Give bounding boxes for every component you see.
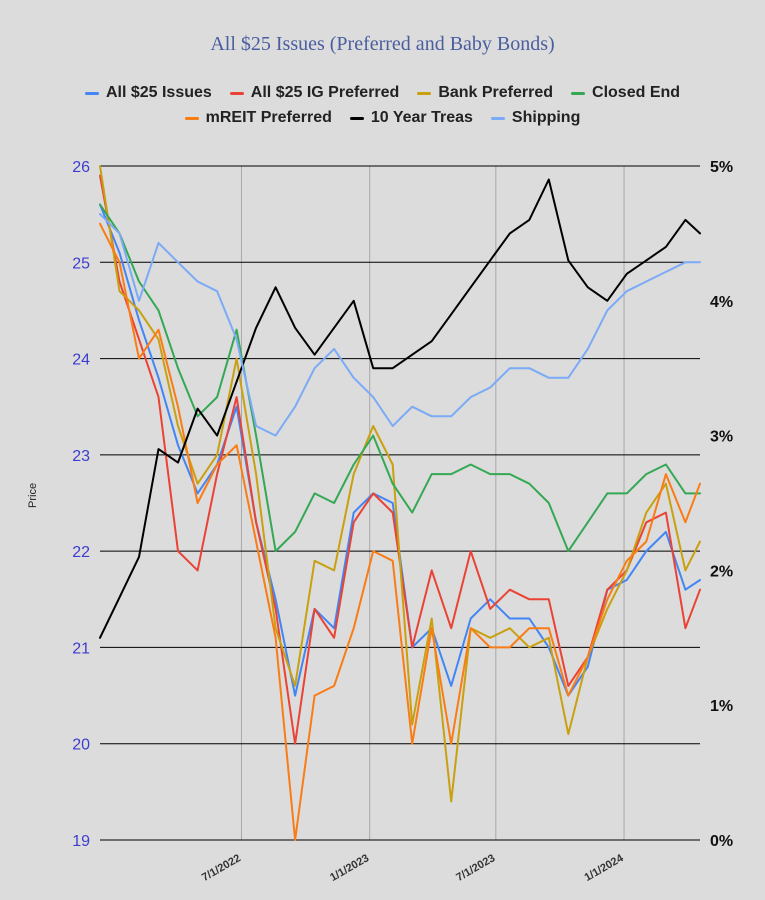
y-tick-label: 25 — [72, 255, 90, 272]
y2-tick-label: 3% — [710, 429, 733, 446]
legend-item: Closed End — [571, 84, 680, 102]
legend-item: All $25 Issues — [84, 84, 212, 102]
legend-label: Closed End — [592, 84, 681, 101]
legend-label: All $25 Issues — [105, 84, 212, 101]
y2-tick-label: 0% — [710, 833, 733, 850]
y-tick-label: 24 — [72, 352, 90, 369]
legend-row-2: mREIT Preferred 10 Year Treas Shipping — [0, 109, 765, 127]
legend-label: Shipping — [511, 109, 581, 126]
legend-item: Bank Preferred — [417, 84, 553, 102]
legend-swatch — [184, 116, 199, 120]
legend-item: 10 Year Treas — [349, 109, 473, 127]
y2-tick-label: 4% — [710, 294, 733, 311]
x-tick-label: 1/1/2024 — [582, 852, 626, 884]
legend-row-1: All $25 Issues All $25 IG Preferred Bank… — [0, 84, 765, 102]
legend-item: mREIT Preferred — [184, 109, 332, 127]
series-line — [99, 174, 701, 745]
y-tick-label: 19 — [72, 833, 90, 850]
y-tick-label: 22 — [72, 544, 90, 561]
y2-tick-label: 5% — [710, 159, 733, 176]
series-line — [99, 178, 701, 639]
legend-item: All $25 IG Preferred — [229, 84, 400, 102]
legend-swatch — [490, 116, 505, 120]
series-line — [99, 165, 701, 803]
legend-label: 10 Year Treas — [370, 109, 473, 126]
legend-label: mREIT Preferred — [205, 109, 332, 126]
y-tick-label: 21 — [72, 640, 90, 657]
series-line — [99, 222, 701, 841]
y-tick-label: 26 — [72, 159, 90, 176]
series-line — [99, 213, 701, 437]
x-tick-label: 7/1/2022 — [200, 852, 243, 884]
x-tick-label: 7/1/2023 — [454, 852, 497, 884]
legend-swatch — [229, 91, 244, 95]
legend-swatch — [84, 91, 99, 95]
y2-tick-label: 1% — [710, 698, 733, 715]
legend-swatch — [349, 116, 364, 120]
legend-label: Bank Preferred — [438, 84, 554, 101]
legend-swatch — [571, 91, 586, 95]
chart-title: All $25 Issues (Preferred and Baby Bonds… — [210, 33, 555, 55]
legend-label: All $25 IG Preferred — [250, 84, 400, 101]
x-tick-label: 1/1/2023 — [328, 852, 371, 884]
y2-tick-label: 2% — [710, 563, 733, 580]
legend-item: Shipping — [490, 109, 581, 127]
legend-swatch — [417, 91, 432, 95]
y-tick-label: 23 — [72, 448, 90, 465]
y-tick-label: 20 — [72, 737, 90, 754]
series-line — [99, 203, 701, 553]
